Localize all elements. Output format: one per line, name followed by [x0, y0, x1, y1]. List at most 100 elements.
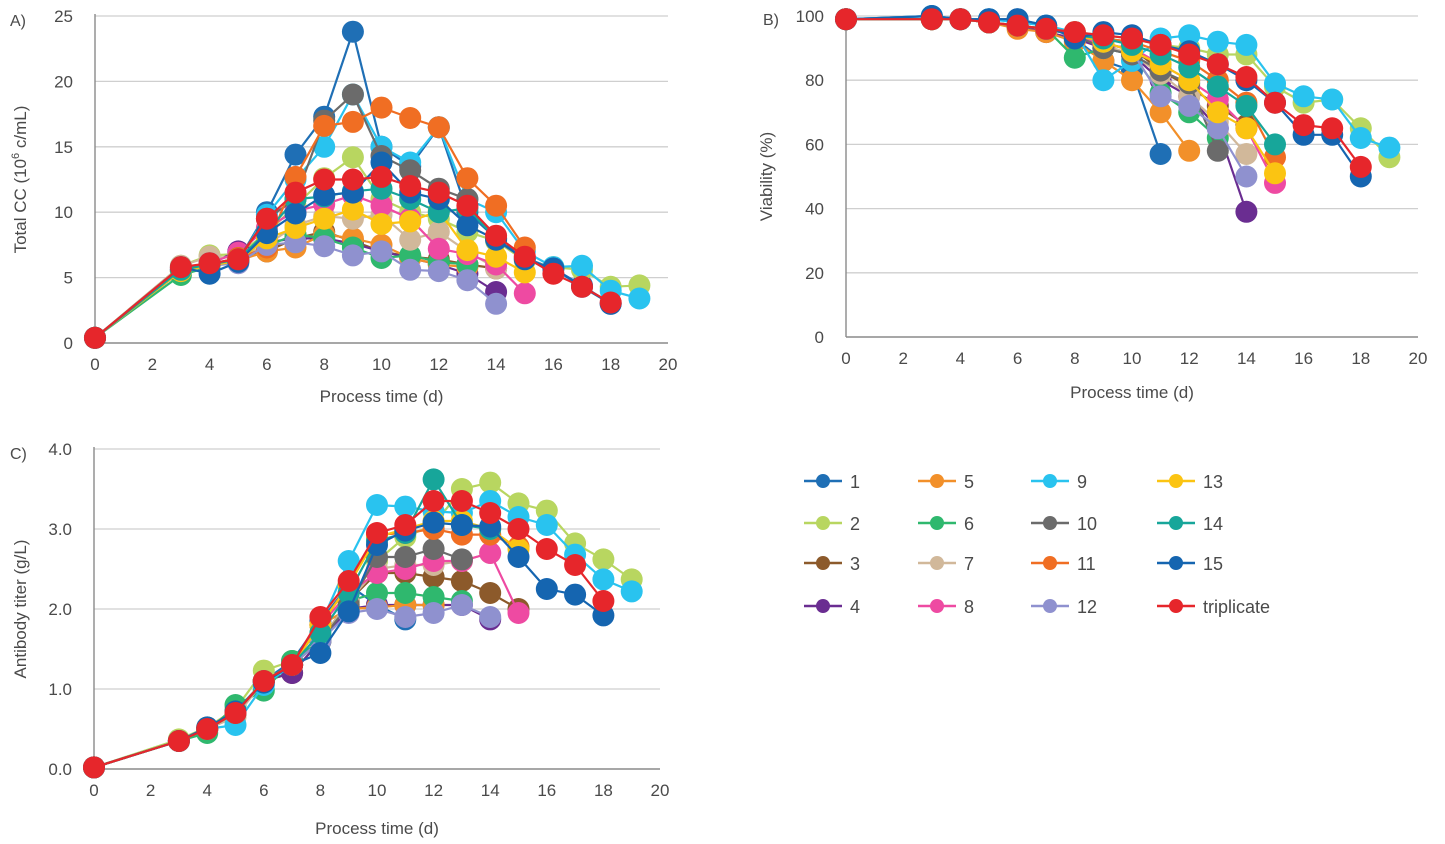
- legend-swatch-marker: [1043, 556, 1057, 570]
- x-tick-label: 8: [319, 355, 328, 374]
- series-line: [93, 603, 491, 769]
- data-point: [341, 244, 364, 267]
- data-point: [224, 702, 247, 724]
- y-tick-label: 0.0: [48, 760, 72, 779]
- data-point: [1063, 21, 1086, 44]
- data-point: [1178, 43, 1201, 66]
- data-point: [341, 83, 364, 106]
- y-tick-label: 40: [805, 200, 824, 219]
- x-tick-label: 16: [544, 355, 563, 374]
- data-point: [337, 550, 360, 572]
- data-point: [1149, 85, 1172, 108]
- data-point: [370, 165, 393, 188]
- series-9: [83, 490, 643, 779]
- data-point: [564, 583, 587, 606]
- data-point: [456, 214, 479, 237]
- series-triplicate: [83, 490, 615, 779]
- y-tick-label: 100: [796, 7, 824, 26]
- x-tick-label: 10: [1123, 349, 1142, 368]
- panel-label: A): [10, 13, 26, 30]
- data-point: [422, 586, 445, 608]
- legend-swatch-marker: [816, 516, 830, 530]
- data-point: [427, 181, 450, 204]
- data-point: [252, 670, 275, 692]
- data-point: [592, 590, 615, 612]
- data-point: [284, 143, 307, 166]
- data-point: [1235, 165, 1258, 188]
- chart-panel-3: 0.0 1.0 2.0 3.0 4.0 0 2 4 6 8 10 12 14 16 18 20 C) Proces…: [10, 440, 669, 838]
- x-tick-label: 2: [148, 355, 157, 374]
- data-point: [1178, 139, 1201, 162]
- data-point: [1292, 114, 1315, 137]
- data-point: [450, 594, 473, 616]
- y-tick-label: 2.0: [48, 600, 72, 619]
- data-point: [1063, 46, 1086, 69]
- data-point: [1149, 101, 1172, 124]
- legend-item-13: 13: [1157, 472, 1223, 492]
- y-tick-label: 25: [54, 7, 73, 26]
- data-point: [628, 287, 651, 310]
- legend-label: 8: [964, 597, 974, 617]
- legend-swatch-marker: [816, 556, 830, 570]
- legend-label: 9: [1077, 472, 1087, 492]
- legend-swatch-marker: [1169, 599, 1183, 613]
- data-point: [169, 256, 192, 279]
- legend-item-1: 1: [804, 472, 860, 492]
- legend-label: triplicate: [1203, 597, 1270, 617]
- data-point: [196, 718, 219, 740]
- data-point: [1206, 75, 1229, 98]
- data-point: [1035, 17, 1058, 40]
- legend-label: 15: [1203, 554, 1223, 574]
- data-point: [835, 8, 857, 31]
- data-point: [1235, 94, 1258, 117]
- data-point: [366, 598, 388, 620]
- series-line: [93, 603, 491, 769]
- data-point: [366, 522, 388, 544]
- y-tick-label: 5: [64, 269, 73, 288]
- legend-swatch-marker: [1169, 474, 1183, 488]
- data-point: [592, 568, 615, 591]
- legend-label: 6: [964, 514, 974, 534]
- legend-item-14: 14: [1157, 514, 1223, 534]
- legend-swatch-marker: [930, 474, 944, 488]
- data-point: [422, 538, 445, 560]
- data-point: [1378, 136, 1401, 159]
- data-point: [535, 578, 558, 600]
- data-point: [1235, 143, 1258, 165]
- x-tick-label: 20: [651, 781, 670, 800]
- x-tick-label: 14: [1237, 349, 1256, 368]
- x-tick-label: 18: [1351, 349, 1370, 368]
- data-point: [255, 207, 278, 230]
- data-point: [313, 168, 336, 191]
- y-tick-label: 0: [64, 334, 73, 353]
- data-point: [313, 184, 336, 207]
- legend-label: 10: [1077, 514, 1097, 534]
- x-tick-label: 8: [316, 781, 325, 800]
- x-tick-label: 6: [1013, 349, 1022, 368]
- data-point: [198, 252, 221, 275]
- data-point: [564, 554, 587, 576]
- x-tick-label: 18: [594, 781, 613, 800]
- data-point: [1121, 69, 1143, 92]
- legend-label: 4: [850, 597, 860, 617]
- data-point: [599, 291, 622, 314]
- legend-swatch-marker: [1169, 516, 1183, 530]
- data-point: [485, 194, 508, 217]
- data-point: [1349, 155, 1372, 178]
- data-point: [84, 326, 106, 349]
- data-point: [542, 262, 565, 285]
- data-point: [592, 548, 615, 571]
- legend-item-12: 12: [1031, 597, 1097, 617]
- x-tick-label: 2: [898, 349, 907, 368]
- x-tick-label: 18: [601, 355, 620, 374]
- x-tick-label: 4: [202, 781, 211, 800]
- data-point: [1349, 127, 1372, 149]
- data-point: [485, 224, 508, 247]
- data-point: [450, 514, 473, 536]
- x-tick-label: 8: [1070, 349, 1079, 368]
- data-point: [1006, 14, 1029, 37]
- data-point: [535, 538, 558, 560]
- x-tick-label: 6: [259, 781, 268, 800]
